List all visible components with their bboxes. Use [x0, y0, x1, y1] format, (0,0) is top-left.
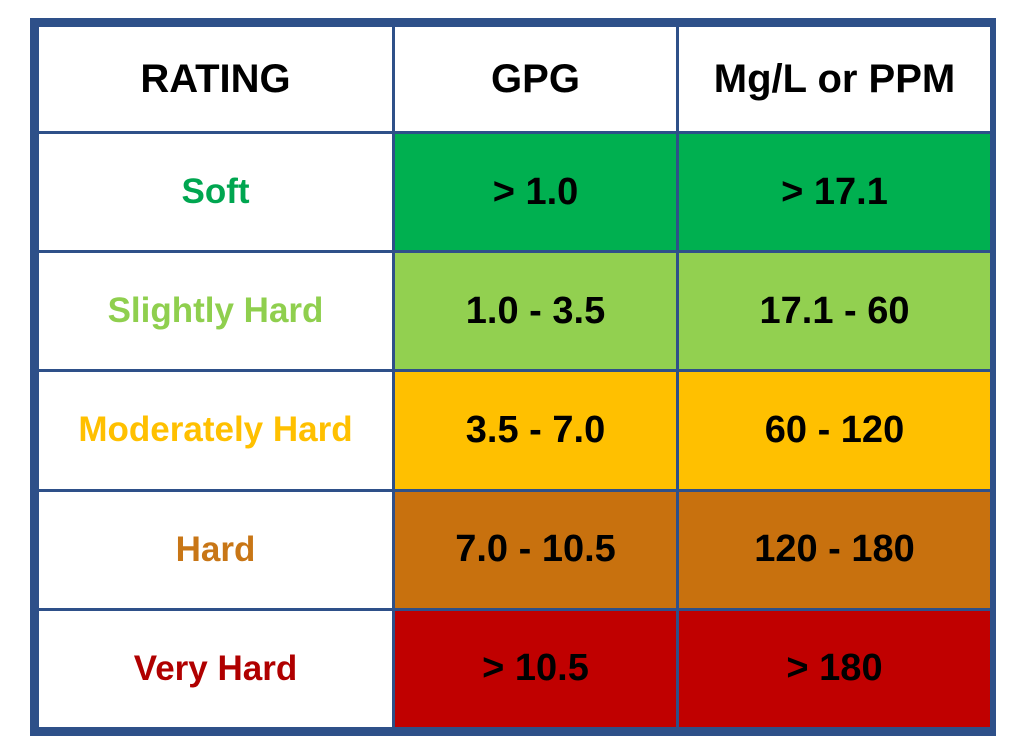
header-row: RATING GPG Mg/L or PPM: [36, 24, 993, 134]
table-row: Soft > 1.0 > 17.1: [36, 130, 993, 254]
header-gpg: GPG: [392, 24, 679, 134]
ppm-cell: > 180: [676, 607, 993, 731]
gpg-cell: 3.5 - 7.0: [392, 369, 679, 492]
header-rating: RATING: [36, 24, 395, 134]
gpg-cell: 1.0 - 3.5: [392, 250, 679, 373]
table-row: Very Hard > 10.5 > 180: [36, 607, 993, 731]
gpg-cell: > 10.5: [392, 607, 679, 731]
rating-cell: Soft: [36, 130, 395, 254]
water-hardness-table-frame: RATING GPG Mg/L or PPM Soft > 1.0 > 17.1…: [30, 18, 996, 736]
ppm-cell: > 17.1: [676, 130, 993, 254]
rating-cell: Slightly Hard: [36, 250, 395, 373]
header-ppm: Mg/L or PPM: [676, 24, 993, 134]
ppm-cell: 60 - 120: [676, 369, 993, 492]
rating-cell: Very Hard: [36, 607, 395, 731]
gpg-cell: > 1.0: [392, 130, 679, 254]
rating-cell: Moderately Hard: [36, 369, 395, 492]
ppm-cell: 120 - 180: [676, 488, 993, 611]
table-row: Slightly Hard 1.0 - 3.5 17.1 - 60: [36, 250, 993, 373]
ppm-cell: 17.1 - 60: [676, 250, 993, 373]
water-hardness-table: RATING GPG Mg/L or PPM Soft > 1.0 > 17.1…: [36, 24, 993, 731]
rating-cell: Hard: [36, 488, 395, 611]
table-row: Moderately Hard 3.5 - 7.0 60 - 120: [36, 369, 993, 492]
gpg-cell: 7.0 - 10.5: [392, 488, 679, 611]
table-row: Hard 7.0 - 10.5 120 - 180: [36, 488, 993, 611]
